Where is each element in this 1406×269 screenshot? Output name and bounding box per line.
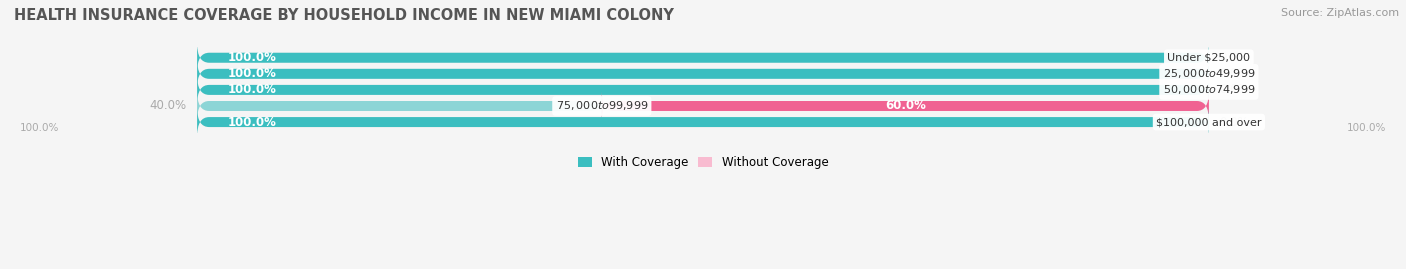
- Text: 0.0%: 0.0%: [1219, 83, 1249, 96]
- Text: 60.0%: 60.0%: [884, 100, 925, 112]
- Text: 100.0%: 100.0%: [228, 83, 277, 96]
- Text: Source: ZipAtlas.com: Source: ZipAtlas.com: [1281, 8, 1399, 18]
- Text: 100.0%: 100.0%: [228, 51, 277, 64]
- FancyBboxPatch shape: [197, 76, 1209, 104]
- FancyBboxPatch shape: [197, 108, 1209, 136]
- Text: 40.0%: 40.0%: [150, 100, 187, 112]
- FancyBboxPatch shape: [197, 59, 1209, 88]
- FancyBboxPatch shape: [197, 76, 1209, 104]
- Text: $25,000 to $49,999: $25,000 to $49,999: [1163, 67, 1256, 80]
- Text: Under $25,000: Under $25,000: [1167, 53, 1250, 63]
- Text: 100.0%: 100.0%: [228, 67, 277, 80]
- Legend: With Coverage, Without Coverage: With Coverage, Without Coverage: [572, 151, 834, 174]
- Text: 0.0%: 0.0%: [1219, 51, 1249, 64]
- Text: 100.0%: 100.0%: [1347, 123, 1386, 133]
- Text: $75,000 to $99,999: $75,000 to $99,999: [555, 100, 648, 112]
- FancyBboxPatch shape: [197, 59, 1209, 88]
- Text: HEALTH INSURANCE COVERAGE BY HOUSEHOLD INCOME IN NEW MIAMI COLONY: HEALTH INSURANCE COVERAGE BY HOUSEHOLD I…: [14, 8, 673, 23]
- FancyBboxPatch shape: [197, 43, 1209, 72]
- Text: $100,000 and over: $100,000 and over: [1156, 117, 1261, 127]
- Text: 100.0%: 100.0%: [20, 123, 59, 133]
- Text: 100.0%: 100.0%: [228, 116, 277, 129]
- FancyBboxPatch shape: [197, 92, 1209, 120]
- FancyBboxPatch shape: [197, 108, 1209, 136]
- Text: 0.0%: 0.0%: [1219, 116, 1249, 129]
- FancyBboxPatch shape: [602, 92, 1209, 120]
- Text: $50,000 to $74,999: $50,000 to $74,999: [1163, 83, 1256, 96]
- FancyBboxPatch shape: [197, 92, 602, 120]
- FancyBboxPatch shape: [197, 43, 1209, 72]
- Text: 0.0%: 0.0%: [1219, 67, 1249, 80]
